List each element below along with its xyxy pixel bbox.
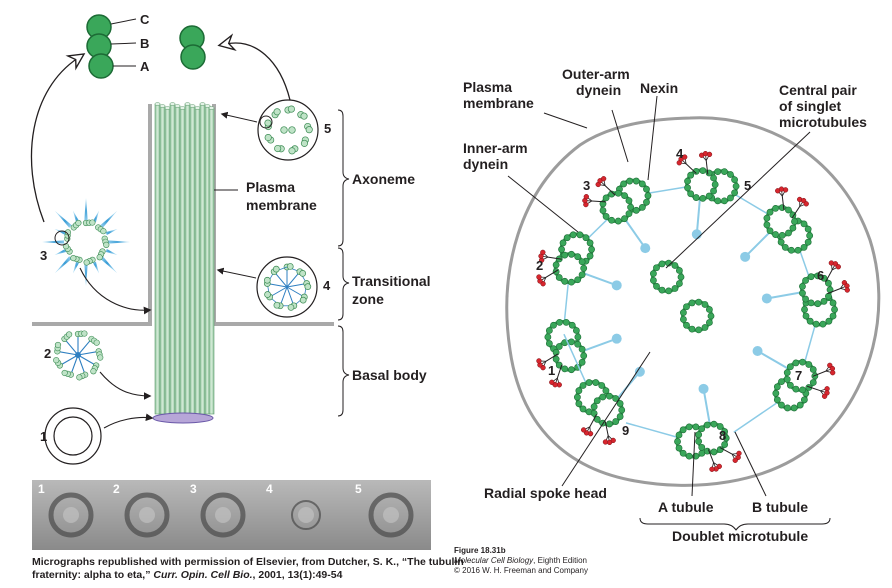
region-transitional-1: Transitional	[352, 273, 431, 289]
micrograph-label-3: 3	[190, 482, 197, 496]
b-tubule-label: B tubule	[752, 499, 808, 515]
figure-book: Molecular Cell Biology, Eighth Edition	[454, 556, 587, 565]
bracket-transitional-zone	[337, 247, 350, 321]
left-plasma-label-2: membrane	[246, 197, 317, 213]
radial-spoke-head-label: Radial spoke head	[484, 485, 607, 501]
outer-arm-label-2: dynein	[576, 82, 621, 98]
central-singlet-1	[650, 259, 685, 295]
doublet-6	[761, 260, 850, 377]
micrograph-label-4: 4	[266, 482, 273, 496]
triplet-label-a: A	[140, 59, 150, 74]
doublet-number-8: 8	[719, 428, 726, 443]
left-plasma-label-1: Plasma	[246, 179, 295, 195]
a-tubule-label: A tubule	[658, 499, 714, 515]
stage-5-cross-section: 5	[220, 99, 331, 161]
inner-arm-label-2: dynein	[463, 156, 508, 172]
region-axoneme: Axoneme	[352, 171, 415, 187]
axoneme-rods	[154, 102, 215, 415]
doublet-top	[179, 25, 206, 70]
arrow-stage3-to-triplet	[30, 58, 78, 223]
central-pair-label-1: Central pair	[779, 82, 857, 98]
stage-number-2: 2	[44, 346, 51, 361]
doublet-number-2: 2	[536, 258, 543, 273]
micrograph-label-5: 5	[355, 482, 362, 496]
axoneme-cross-section: 1 2 3 4 5 6 7 8 9	[536, 146, 850, 472]
figure-copyright: © 2016 W. H. Freeman and Company	[454, 566, 588, 575]
central-singlet-2	[680, 298, 715, 334]
doublet-2	[536, 200, 627, 291]
region-basal-body: Basal body	[352, 367, 427, 383]
doublet-number-1: 1	[548, 363, 555, 378]
credit-line-2: fraternity: alpha to eta,” Curr. Opin. C…	[32, 569, 343, 581]
doublet-8	[625, 383, 742, 472]
central-pair-label-2: of singlet	[779, 98, 842, 114]
bracket-basal-body	[337, 325, 350, 417]
right-plasma-label-2: membrane	[463, 95, 534, 111]
figure-caption: Figure 18.31b Molecular Cell Biology, Ei…	[454, 546, 588, 576]
figure-number: Figure 18.31b	[454, 546, 506, 555]
left-panel: C B A 5	[30, 12, 431, 550]
micrograph-strip	[32, 480, 431, 550]
credit-line-1: Micrographs republished with permission …	[32, 556, 464, 568]
stage-3-cross-section: 3	[40, 198, 152, 315]
micrograph-label-1: 1	[38, 482, 45, 496]
doublet-7	[733, 346, 836, 433]
arrow-stage5-to-doublet	[226, 43, 291, 101]
doublet-number-5: 5	[744, 178, 751, 193]
stage-1-cross-section: 1	[40, 407, 154, 465]
doublet-number-7: 7	[795, 368, 802, 383]
stage-number-3: 3	[40, 248, 47, 263]
triplet-label-b: B	[140, 36, 149, 51]
right-plasma-label-1: Plasma	[463, 79, 512, 95]
region-transitional-2: zone	[352, 291, 384, 307]
right-panel: 1 2 3 4 5 6 7 8 9 Plasma membrane Outer-arm dyne…	[463, 66, 881, 544]
stage-number-4: 4	[323, 278, 331, 293]
doublet-9	[563, 333, 645, 446]
doublet-number-4: 4	[676, 146, 684, 161]
central-pair-label-3: microtubules	[779, 114, 867, 130]
stage-number-1: 1	[40, 429, 47, 444]
outer-arm-label-1: Outer-arm	[562, 66, 630, 82]
doublet-number-9: 9	[622, 423, 629, 438]
nexin-label: Nexin	[640, 80, 678, 96]
doublet-4	[676, 150, 781, 240]
cell-surface-right	[214, 322, 334, 326]
triplet-label-c: C	[140, 12, 150, 27]
bracket-axoneme	[337, 109, 350, 247]
micrograph-label-2: 2	[113, 482, 120, 496]
doublet-3	[582, 176, 702, 254]
doublet-number-3: 3	[583, 178, 590, 193]
stage-number-5: 5	[324, 121, 331, 136]
triplet-top: C B A	[86, 12, 150, 79]
doublet-microtubule-label: Doublet microtubule	[672, 528, 808, 544]
cell-surface-left	[32, 322, 150, 326]
basal-plate	[152, 412, 214, 424]
doublet-bracket	[639, 517, 831, 531]
doublet-number-6: 6	[817, 268, 824, 283]
inner-arm-label-1: Inner-arm	[463, 140, 528, 156]
stage-2-cross-section: 2	[44, 330, 152, 400]
stage-4-cross-section: 4	[216, 256, 331, 318]
micrograph-credit: Micrographs republished with permission …	[32, 556, 464, 582]
